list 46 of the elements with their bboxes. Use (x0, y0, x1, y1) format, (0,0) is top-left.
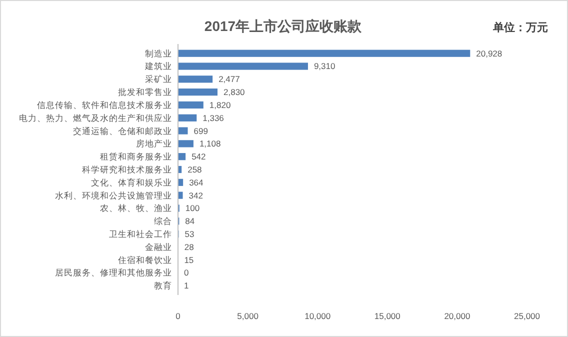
y-tick-label: 交通运输、仓储和邮政业 (73, 126, 172, 136)
y-tick-label: 批发和零售业 (118, 87, 172, 98)
data-label: 2,477 (218, 74, 240, 84)
y-tick-label: 信息传输、软件和信息技术服务业 (37, 100, 172, 110)
data-label: 699 (194, 126, 208, 136)
data-label: 84 (185, 216, 195, 226)
y-tick-label: 电力、热力、燃气及水的生产和供应业 (19, 112, 172, 123)
x-tick-label: 20,000 (444, 311, 470, 321)
y-tick-label: 综合 (154, 216, 172, 226)
y-tick-label: 文化、体育和娱乐业 (91, 177, 172, 188)
y-tick-label: 房地产业 (136, 138, 172, 149)
data-label: 0 (184, 268, 189, 278)
y-tick-label: 居民服务、修理和其他服务业 (55, 268, 172, 278)
chart-title: 2017年上市公司应收账款 (204, 18, 363, 34)
y-tick-label: 科学研究和技术服务业 (82, 164, 172, 174)
data-label: 15 (184, 254, 194, 265)
y-tick-label: 水利、环境和公共设施管理业 (55, 190, 172, 200)
y-tick-label: 卫生和社会工作 (109, 229, 172, 239)
data-label: 100 (185, 203, 200, 214)
y-tick-label: 农、林、牧、渔业 (100, 203, 172, 214)
data-label: 9,310 (314, 61, 336, 72)
data-label: 258 (188, 164, 202, 174)
x-tick-label: 25,000 (514, 311, 540, 321)
data-label: 1,108 (199, 138, 222, 149)
y-tick-label: 建筑业 (144, 61, 172, 72)
data-label: 28 (184, 242, 194, 252)
y-tick-label: 租赁和商务服务业 (100, 152, 172, 162)
data-label: 20,928 (476, 48, 502, 58)
y-tick-label: 教育 (154, 280, 172, 291)
data-label: 342 (188, 190, 204, 200)
x-tick-label: 15,000 (374, 311, 401, 321)
y-tick-label: 金融业 (145, 242, 172, 252)
data-label: 364 (189, 177, 204, 188)
y-tick-label: 制造业 (145, 48, 172, 58)
data-label: 1,336 (202, 112, 224, 123)
x-tick-label: 5,000 (237, 311, 259, 321)
y-tick-label: 采矿业 (145, 74, 172, 84)
x-tick-label: 10,000 (304, 311, 331, 321)
y-tick-label: 住宿和餐饮业 (118, 254, 172, 265)
data-label: 1,820 (209, 100, 231, 110)
x-tick-label: 0 (176, 311, 181, 321)
data-label: 1 (184, 280, 190, 291)
text: 单位：万元 (492, 21, 548, 34)
data-label: 53 (184, 229, 194, 239)
data-label: 542 (192, 152, 206, 162)
data-label: 2,830 (224, 87, 246, 98)
